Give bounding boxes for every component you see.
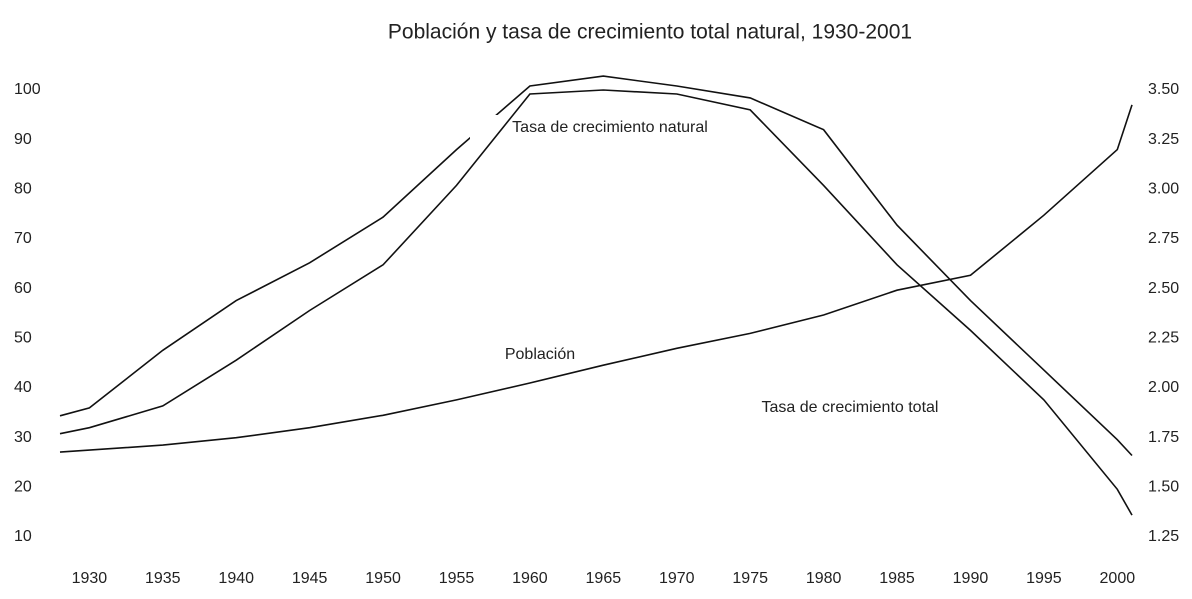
x-tick-label: 1960 (512, 570, 548, 587)
x-tick-label: 1990 (953, 570, 989, 587)
label-bg (470, 115, 750, 141)
y-tick-label: 90 (14, 131, 32, 148)
series-label: Tasa de crecimiento total (762, 399, 939, 416)
x-tick-label: 1970 (659, 570, 695, 587)
y2-tick-label: 2.00 (1148, 379, 1179, 396)
x-tick-label: 1975 (732, 570, 768, 587)
label-bg (710, 395, 990, 421)
x-tick-label: 1965 (586, 570, 622, 587)
x-tick-label: 1980 (806, 570, 842, 587)
x-tick-label: 1955 (439, 570, 475, 587)
y-tick-label: 70 (14, 230, 32, 247)
y2-tick-label: 2.75 (1148, 230, 1179, 247)
series-line (59, 104, 1133, 453)
y2-tick-label: 2.50 (1148, 280, 1179, 297)
x-tick-label: 1940 (218, 570, 254, 587)
y-tick-label: 30 (14, 429, 32, 446)
series-line (59, 75, 1133, 457)
y2-tick-label: 1.50 (1148, 479, 1179, 496)
x-tick-label: 1945 (292, 570, 328, 587)
series-label: Población (505, 346, 575, 363)
x-tick-label: 1995 (1026, 570, 1062, 587)
y-tick-label: 80 (14, 181, 32, 198)
x-tick-label: 1935 (145, 570, 181, 587)
y2-tick-label: 3.50 (1148, 81, 1179, 98)
chart-title: Población y tasa de crecimiento total na… (388, 21, 912, 44)
x-tick-label: 1950 (365, 570, 401, 587)
y-tick-label: 50 (14, 330, 32, 347)
y-tick-label: 20 (14, 479, 32, 496)
x-tick-label: 1930 (72, 570, 108, 587)
y2-tick-label: 2.25 (1148, 330, 1179, 347)
y2-tick-label: 1.25 (1148, 528, 1179, 545)
y-tick-label: 10 (14, 528, 32, 545)
y2-tick-label: 3.25 (1148, 131, 1179, 148)
y-tick-label: 60 (14, 280, 32, 297)
y-tick-label: 100 (14, 81, 41, 98)
y2-tick-label: 1.75 (1148, 429, 1179, 446)
y2-tick-label: 3.00 (1148, 181, 1179, 198)
x-tick-label: 2000 (1100, 570, 1136, 587)
series-line (59, 89, 1133, 516)
x-tick-label: 1985 (879, 570, 915, 587)
y-tick-label: 40 (14, 379, 32, 396)
series-label: Tasa de crecimiento natural (512, 119, 708, 136)
